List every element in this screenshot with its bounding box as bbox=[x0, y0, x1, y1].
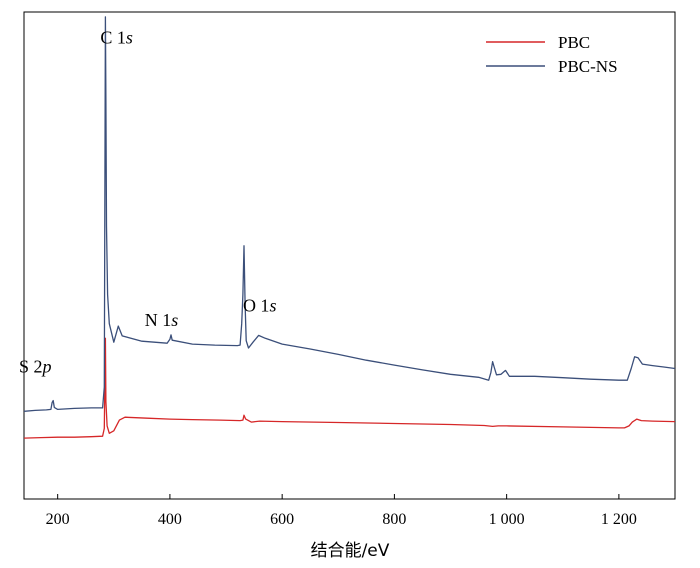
legend: PBC PBC-NS bbox=[486, 33, 618, 76]
x-tick-label: 800 bbox=[382, 511, 406, 528]
annotation-c1s: C 1s bbox=[100, 28, 133, 48]
x-tick-label: 400 bbox=[158, 511, 182, 528]
x-tick-label: 1 200 bbox=[601, 511, 637, 528]
series-line-pbc-ns bbox=[23, 16, 676, 412]
x-axis-ticks: 200 400 600 800 1 000 1 200 bbox=[46, 494, 637, 528]
peak-annotations: S 2p C 1s N 1s O 1s bbox=[19, 28, 276, 377]
annotation-o1s: O 1s bbox=[243, 296, 277, 316]
x-tick-label: 200 bbox=[46, 511, 70, 528]
plot-frame bbox=[23, 11, 676, 500]
x-axis-title: 结合能/eV bbox=[311, 541, 390, 561]
legend-label-pbc: PBC bbox=[558, 33, 590, 52]
annotation-s2p: S 2p bbox=[19, 356, 52, 376]
legend-label-pbc-ns: PBC-NS bbox=[558, 57, 618, 76]
series-layer bbox=[23, 16, 676, 439]
x-tick-label: 600 bbox=[270, 511, 294, 528]
series-line-pbc bbox=[23, 337, 676, 439]
annotation-n1s: N 1s bbox=[145, 310, 179, 330]
x-tick-label: 1 000 bbox=[489, 511, 525, 528]
plot-area: 200 400 600 800 1 000 1 200 S 2p C 1s N 1s O 1s bbox=[19, 11, 676, 528]
